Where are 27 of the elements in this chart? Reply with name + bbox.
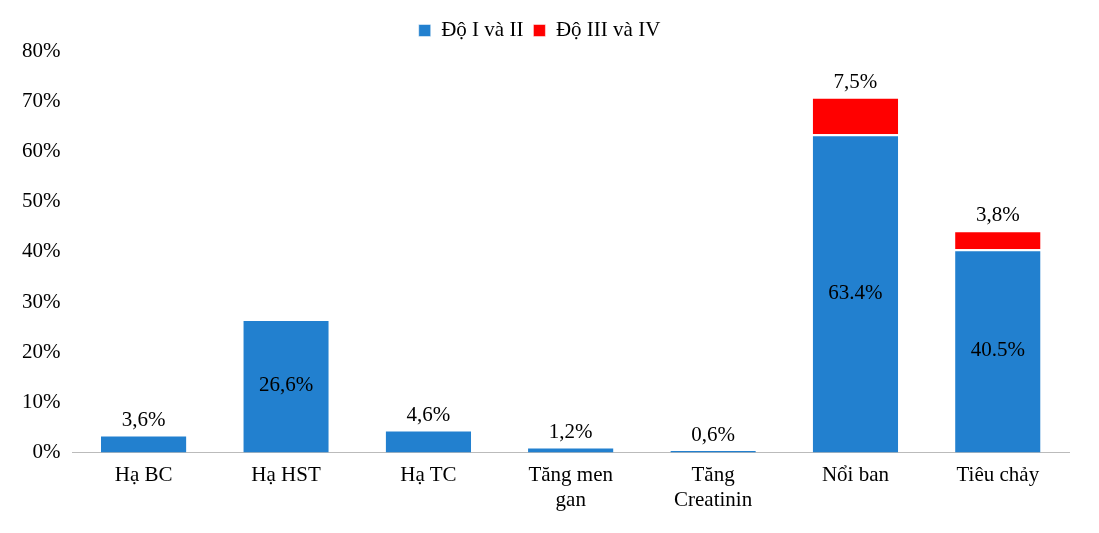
y-tick-label: 30% — [21, 288, 61, 313]
x-tick-label: Hạ BC — [114, 461, 173, 486]
legend-label: Độ I và II — [441, 17, 524, 42]
x-tick-label: Hạ HST — [251, 461, 321, 486]
x-tick-label: Nổi ban — [821, 461, 890, 486]
y-tick-label: 0% — [32, 439, 61, 464]
data-label: 3,8% — [975, 202, 1020, 227]
x-tick-label: Hạ TC — [400, 461, 457, 486]
data-label: 4,6% — [406, 401, 451, 426]
data-label: 7,5% — [833, 68, 878, 93]
data-label: 26,6% — [258, 372, 314, 397]
y-tick-label: 70% — [21, 87, 61, 112]
y-tick-label: 40% — [21, 238, 61, 263]
y-tick-label: 50% — [21, 188, 61, 213]
y-tick-label: 10% — [21, 388, 61, 413]
data-label: 40.5% — [970, 337, 1025, 362]
legend-label: Độ III và IV — [555, 17, 661, 42]
x-tick-label: Tiêu chảy — [956, 461, 1040, 486]
y-tick-label: 20% — [21, 338, 61, 363]
data-label: 1,2% — [548, 418, 593, 443]
x-tick-label: Tăng men gan — [528, 461, 614, 511]
data-label: 0,6% — [691, 421, 735, 446]
data-label: 3,6% — [121, 406, 166, 431]
data-label: 63.4% — [828, 279, 883, 304]
x-tick-label: Tăng Creatinin — [674, 461, 753, 511]
y-tick-label: 60% — [21, 137, 61, 162]
y-tick-label: 80% — [21, 37, 61, 62]
